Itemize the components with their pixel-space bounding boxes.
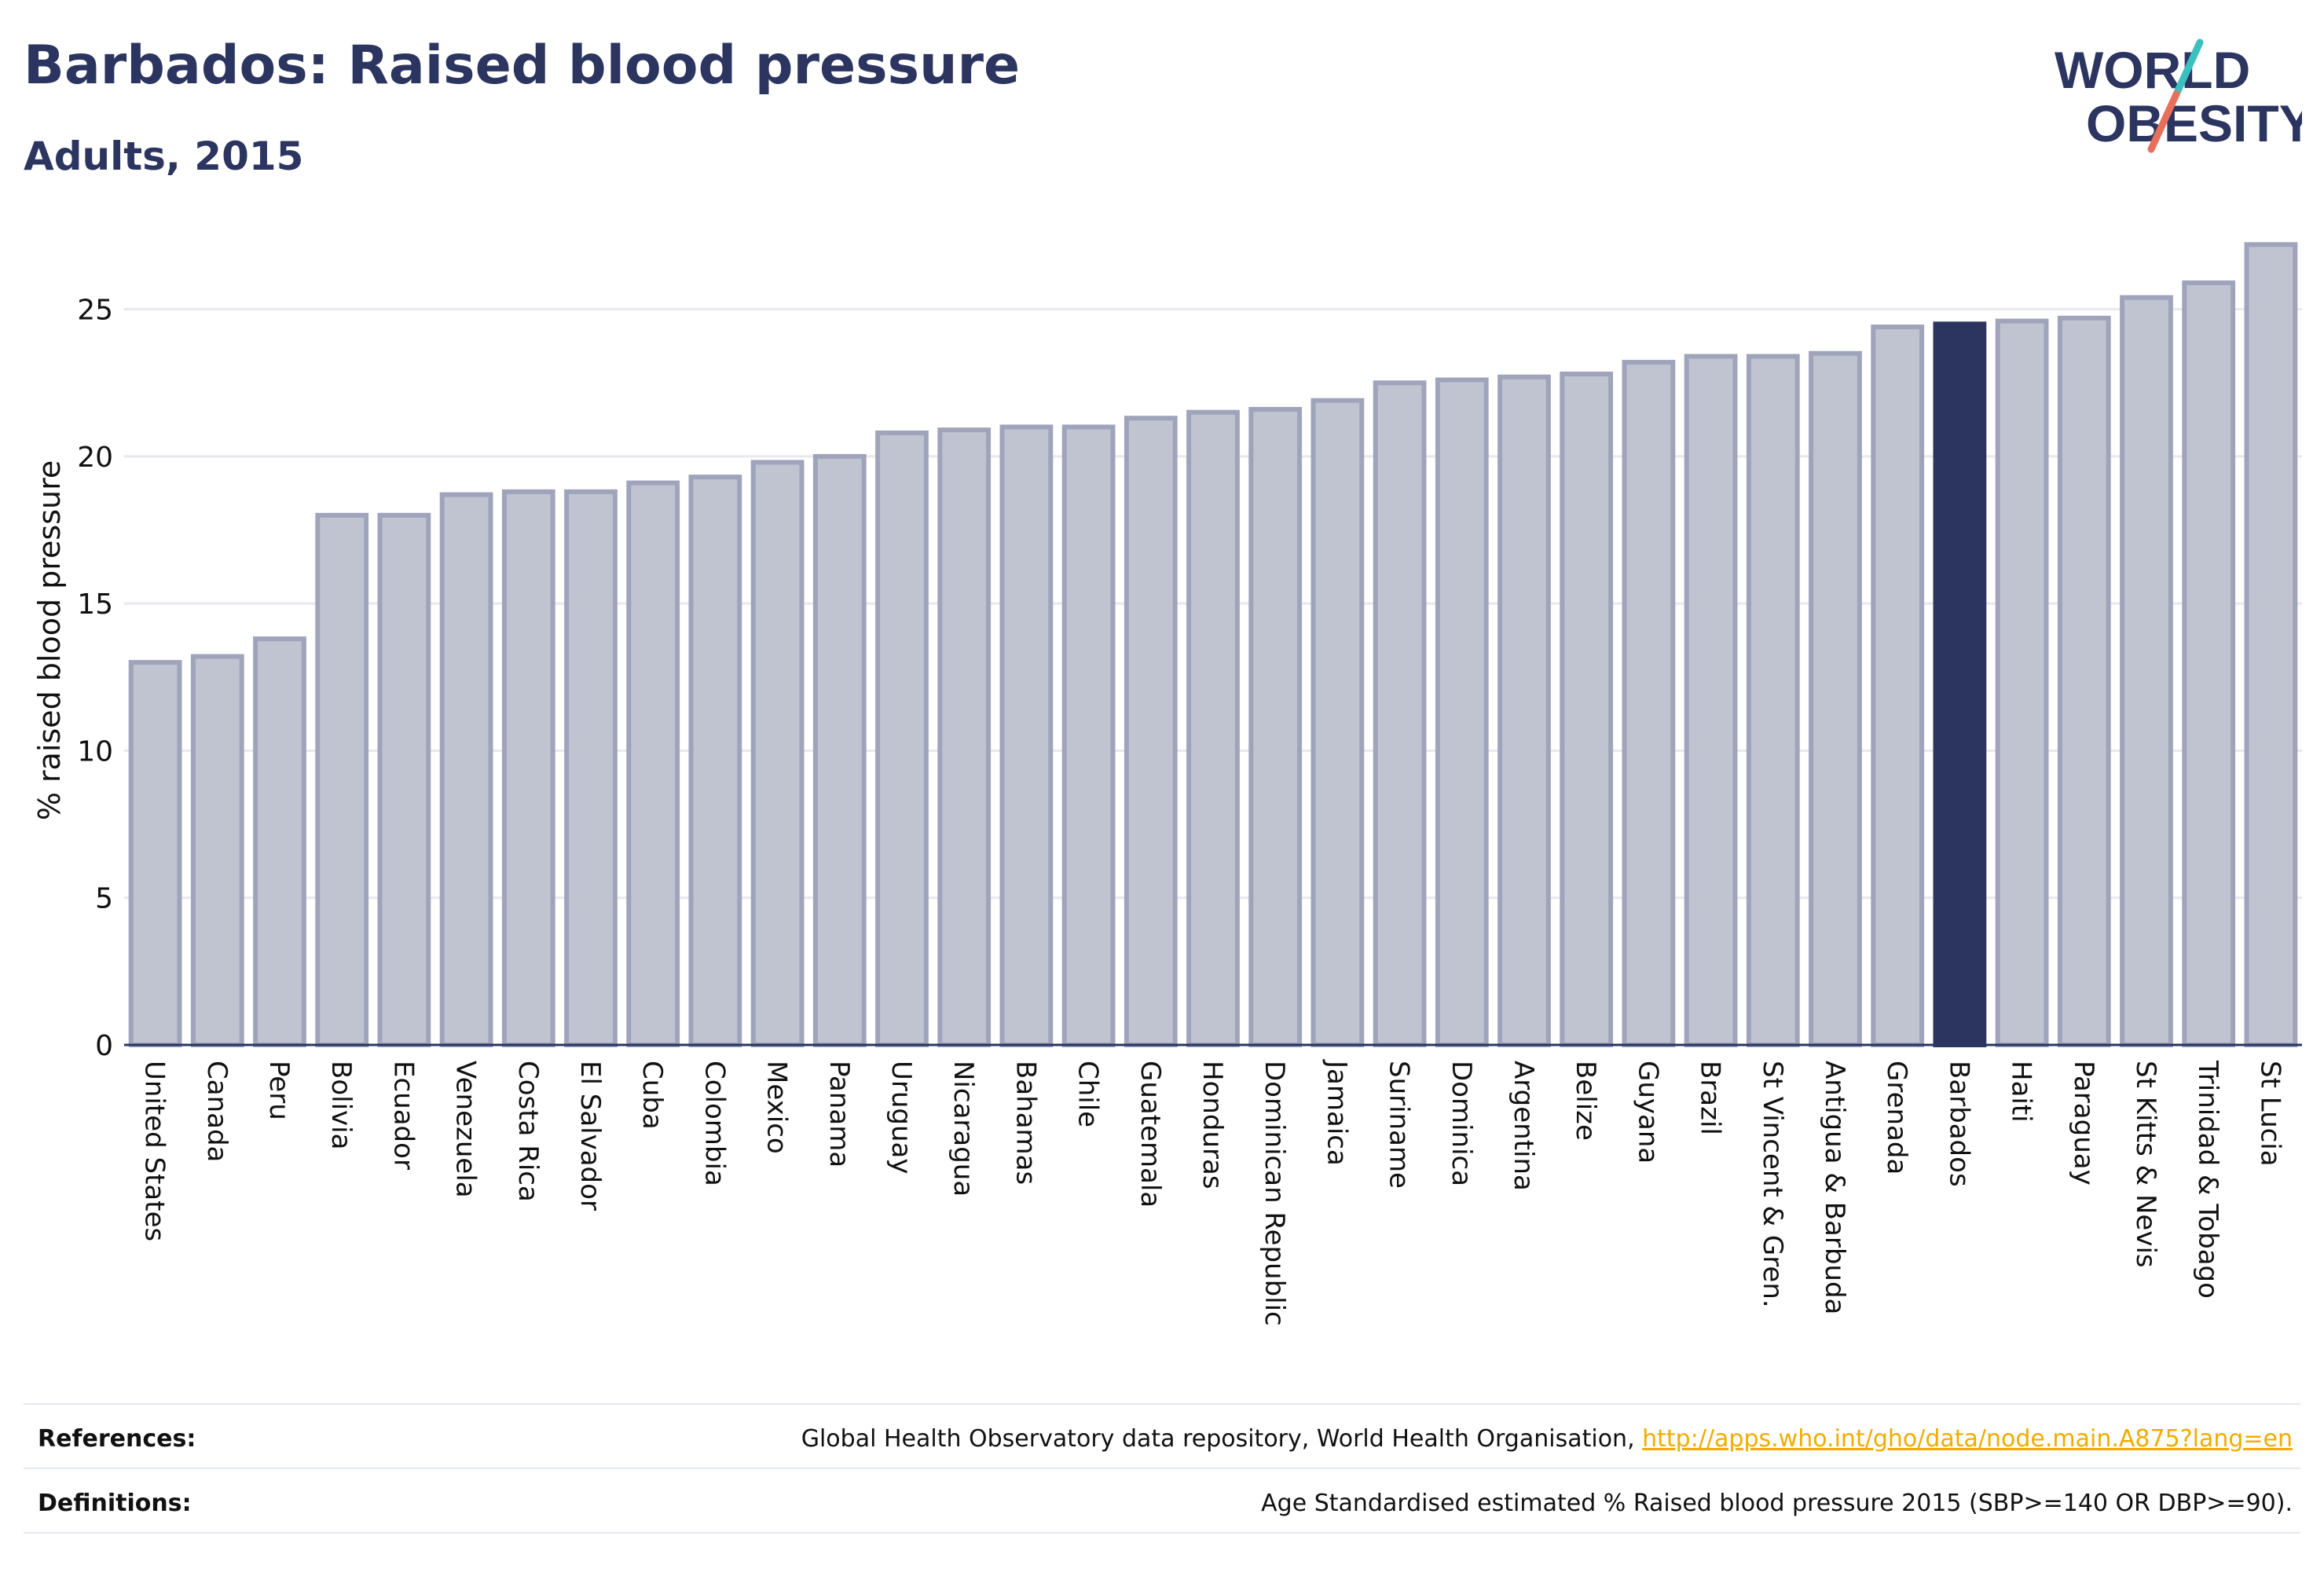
x-tick-label: Chile <box>1072 1061 1104 1127</box>
references-label: References: <box>38 1425 196 1453</box>
bar-colombia <box>688 475 742 1047</box>
x-tick-label: Trinidad & Tobago <box>2192 1060 2223 1299</box>
bar-dominican-republic <box>1248 406 1303 1047</box>
bar-trinidad-tobago <box>2182 280 2236 1048</box>
x-tick-label: St Lucia <box>2254 1061 2286 1167</box>
x-tick-label: St Kitts & Nevis <box>2130 1061 2161 1268</box>
x-tick-label: Mexico <box>761 1061 793 1154</box>
bars <box>128 242 2298 1048</box>
bar-uruguay <box>875 430 929 1047</box>
y-axis-ticks: 0 5 10 15 20 25 <box>77 295 113 1062</box>
footer-divider-bottom <box>24 1532 2300 1534</box>
x-tick-label: Costa Rica <box>512 1061 544 1202</box>
references-text: Global Health Observatory data repositor… <box>801 1425 2293 1453</box>
x-tick-label: Nicaragua <box>948 1061 979 1197</box>
bar-argentina <box>1497 374 1551 1048</box>
bar-guyana <box>1622 360 1676 1047</box>
bar-mexico <box>750 460 805 1047</box>
bar-canada <box>190 654 244 1047</box>
x-tick-label: Paraguay <box>2068 1061 2099 1186</box>
y-axis-label: % raised blood pressure <box>32 460 67 821</box>
bar-united-states <box>128 660 182 1047</box>
x-tick-label: Suriname <box>1384 1061 1415 1189</box>
bar-brazil <box>1684 354 1738 1047</box>
bar-bolivia <box>315 512 369 1047</box>
bar-jamaica <box>1310 398 1365 1047</box>
bar-el-salvador <box>564 489 618 1047</box>
y-tick-label: 5 <box>95 883 113 915</box>
x-axis-labels: United States Canada Peru Bolivia Ecuador Ven… <box>139 1059 2286 1326</box>
bar-chart: 0 5 10 15 20 25 United States Canada Peru Bolivi… <box>32 242 2302 1326</box>
x-tick-label: Peru <box>263 1061 295 1120</box>
x-tick-label: Haiti <box>2006 1061 2037 1123</box>
y-tick-label: 15 <box>77 588 113 621</box>
bar-ecuador <box>377 512 431 1047</box>
x-tick-label: Bolivia <box>325 1061 357 1149</box>
page-title: Barbados: Raised blood pressure <box>24 35 1021 97</box>
bar-honduras <box>1186 409 1240 1047</box>
bar-suriname <box>1373 380 1427 1048</box>
bar-venezuela <box>439 492 493 1047</box>
y-tick-label: 20 <box>77 442 113 474</box>
bar-panama <box>812 453 867 1047</box>
x-tick-label: Argentina <box>1508 1061 1539 1191</box>
bar-st-lucia <box>2244 242 2298 1047</box>
x-tick-label: El Salvador <box>574 1061 606 1211</box>
bar-barbados <box>1933 321 1987 1047</box>
x-tick-label: Canada <box>201 1061 233 1162</box>
x-tick-label: Dominican Republic <box>1259 1061 1290 1326</box>
bar-st-kitts-nevis <box>2120 295 2173 1047</box>
y-tick-label: 10 <box>77 735 113 768</box>
x-tick-label: Honduras <box>1197 1061 1228 1189</box>
references-source: Global Health Observatory data repositor… <box>801 1425 1643 1453</box>
x-tick-label: Guyana <box>1632 1061 1663 1164</box>
footer-divider-middle <box>24 1468 2300 1469</box>
x-tick-label: United States <box>139 1061 170 1241</box>
bar-paraguay <box>2057 315 2111 1047</box>
logo-line2: OBESITY <box>2086 94 2302 152</box>
logo-slash-bottom <box>2147 90 2180 153</box>
x-tick-label: Uruguay <box>885 1061 917 1175</box>
bar-costa-rica <box>501 489 555 1047</box>
bar-bahamas <box>999 424 1054 1047</box>
x-tick-label: Grenada <box>1881 1061 1912 1175</box>
bar-nicaragua <box>937 427 992 1047</box>
x-tick-label: Antigua & Barbuda <box>1819 1061 1850 1314</box>
bar-grenada <box>1871 324 1925 1048</box>
y-tick-label: 0 <box>95 1030 113 1062</box>
bar-guatemala <box>1124 416 1178 1047</box>
bar-st-vincent-gren- <box>1746 354 1800 1047</box>
bar-antigua-barbuda <box>1809 350 1862 1047</box>
world-obesity-logo: WORLD OBESITY <box>2055 38 2302 153</box>
bar-chile <box>1061 424 1116 1047</box>
x-tick-label: Brazil <box>1695 1061 1726 1135</box>
bar-dominica <box>1435 377 1489 1047</box>
bar-cuba <box>626 480 680 1047</box>
x-tick-label: Colombia <box>698 1061 730 1186</box>
definitions-text: Age Standardised estimated % Raised bloo… <box>1261 1490 2293 1517</box>
footer-divider-top <box>24 1403 2300 1405</box>
x-tick-label: Bahamas <box>1010 1061 1041 1185</box>
logo-line1: WORLD <box>2055 41 2250 99</box>
definitions-label: Definitions: <box>38 1490 192 1517</box>
bar-peru <box>253 636 306 1047</box>
x-tick-label: Guatemala <box>1135 1061 1166 1208</box>
x-tick-label: Barbados <box>1943 1061 1974 1187</box>
x-tick-label: Dominica <box>1446 1061 1477 1186</box>
page-subtitle: Adults, 2015 <box>24 134 304 179</box>
logo-slash-top <box>2172 38 2204 98</box>
x-tick-label: Belize <box>1570 1061 1601 1141</box>
bar-belize <box>1560 372 1614 1047</box>
references-link[interactable]: http://apps.who.int/gho/data/node.main.A… <box>1642 1425 2293 1453</box>
x-tick-label: Venezuela <box>450 1061 482 1198</box>
x-tick-label: Cuba <box>636 1061 668 1130</box>
x-tick-label: Panama <box>823 1061 855 1167</box>
x-tick-label: Ecuador <box>387 1061 419 1170</box>
x-tick-label: St Vincent & Gren. <box>1757 1061 1788 1308</box>
y-tick-label: 25 <box>77 295 113 327</box>
x-tick-label: Jamaica <box>1321 1059 1352 1166</box>
bar-haiti <box>1995 318 2049 1048</box>
